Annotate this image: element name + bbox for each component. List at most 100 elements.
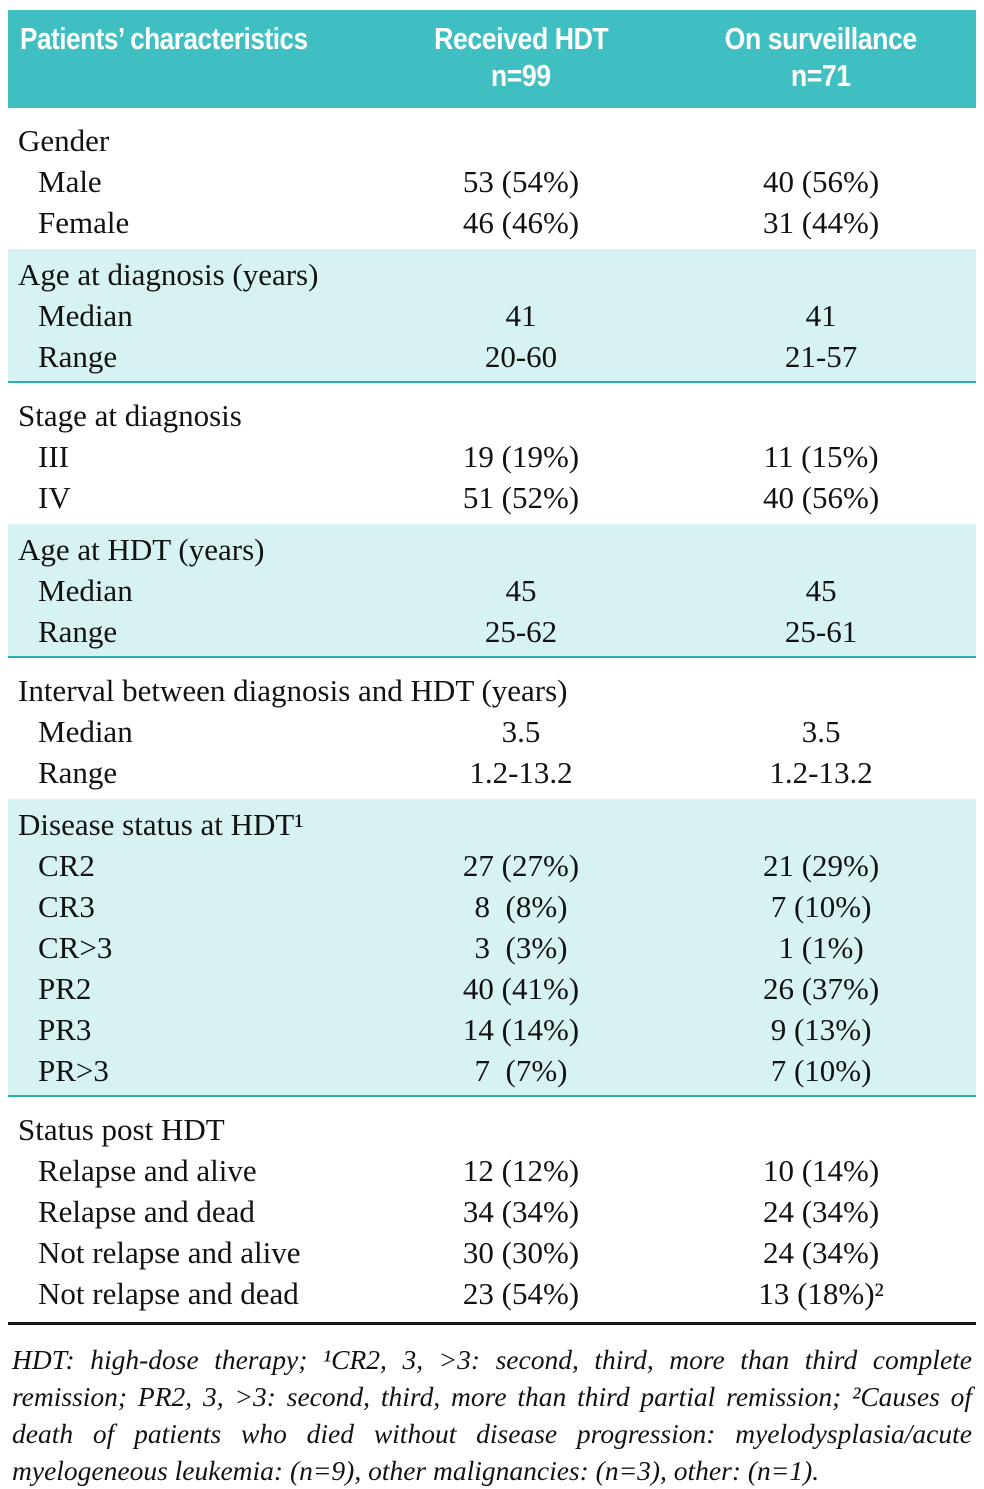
section-header-row: Disease status at HDT¹ (8, 804, 976, 845)
section-label: Stage at diagnosis (18, 398, 242, 433)
row-label: Female (38, 205, 130, 240)
cell-surveillance: 25-61 (784, 614, 858, 649)
cell-surveillance: 41 (805, 298, 837, 333)
table-row: Female 46 (46%) 31 (44%) (8, 202, 976, 243)
table-row: PR3 14 (14%) 9 (13%) (8, 1009, 976, 1050)
table-row: Median 3.5 3.5 (8, 711, 976, 752)
cell-surveillance: 26 (37%) (762, 971, 880, 1006)
table-row: PR>3 7 (7%) 7 (10%) (8, 1050, 976, 1091)
row-label: Relapse and alive (38, 1153, 257, 1188)
table-row: Not relapse and dead 23 (54%) 13 (18%)² (8, 1273, 976, 1314)
cell-received-hdt: 53 (54%) (462, 164, 580, 199)
section-label: Age at diagnosis (years) (18, 257, 319, 292)
row-label: Median (38, 714, 133, 749)
section-header-row: Interval between diagnosis and HDT (year… (8, 670, 976, 711)
column-header-received-hdt: Received HDT n=99 (376, 20, 666, 94)
table-row: CR3 8 (8%) 7 (10%) (8, 886, 976, 927)
cell-received-hdt: 25-62 (484, 614, 558, 649)
section-header-row: Age at HDT (years) (8, 529, 976, 570)
table-row: Not relapse and alive 30 (30%) 24 (34%) (8, 1232, 976, 1273)
cell-received-hdt: 14 (14%) (462, 1012, 580, 1047)
cell-surveillance: 7 (10%) (770, 1053, 872, 1088)
table-row: Male 53 (54%) 40 (56%) (8, 161, 976, 202)
cell-surveillance: 21 (29%) (762, 848, 880, 883)
section-label: Disease status at HDT¹ (18, 807, 304, 842)
row-label: PR2 (38, 971, 92, 1006)
column-header-surveillance-n: n=71 (791, 58, 851, 93)
section-age-at-hdt: Age at HDT (years) Median 45 45 Range 25… (8, 524, 976, 658)
row-label: Range (38, 755, 118, 790)
section-age-at-diagnosis: Age at diagnosis (years) Median 41 41 Ra… (8, 249, 976, 383)
cell-received-hdt: 19 (19%) (462, 439, 580, 474)
row-label: Range (38, 339, 118, 374)
cell-received-hdt: 12 (12%) (462, 1153, 580, 1188)
row-label: Range (38, 614, 118, 649)
row-label: Median (38, 573, 133, 608)
column-header-characteristics: Patients’ characteristics (8, 20, 376, 57)
section-header-row: Gender (8, 120, 976, 161)
cell-surveillance: 7 (10%) (770, 889, 872, 924)
cell-received-hdt: 8 (8%) (474, 889, 568, 924)
row-label: CR2 (38, 848, 95, 883)
table-row: PR2 40 (41%) 26 (37%) (8, 968, 976, 1009)
cell-received-hdt: 51 (52%) (462, 480, 580, 515)
bottom-rule (8, 1322, 976, 1325)
table-row: CR>3 3 (3%) 1 (1%) (8, 927, 976, 968)
section-label: Gender (18, 123, 110, 158)
cell-received-hdt: 46 (46%) (462, 205, 580, 240)
cell-surveillance: 3.5 (801, 714, 841, 749)
table-row: IV 51 (52%) 40 (56%) (8, 477, 976, 518)
cell-surveillance: 21-57 (784, 339, 858, 374)
cell-received-hdt: 45 (505, 573, 537, 608)
table-row: Median 45 45 (8, 570, 976, 611)
cell-surveillance: 24 (34%) (762, 1235, 880, 1270)
section-label: Interval between diagnosis and HDT (year… (18, 673, 568, 708)
table-row: Relapse and dead 34 (34%) 24 (34%) (8, 1191, 976, 1232)
column-header-received-hdt-n: n=99 (491, 58, 551, 93)
section-disease-status-at-hdt: Disease status at HDT¹ CR2 27 (27%) 21 (… (8, 799, 976, 1097)
cell-received-hdt: 1.2-13.2 (469, 755, 573, 790)
row-label: CR3 (38, 889, 95, 924)
row-label: CR>3 (38, 930, 113, 965)
section-label: Status post HDT (18, 1112, 225, 1147)
cell-received-hdt: 30 (30%) (462, 1235, 580, 1270)
cell-surveillance: 40 (56%) (762, 164, 880, 199)
section-stage-at-diagnosis: Stage at diagnosis III 19 (19%) 11 (15%)… (8, 383, 976, 524)
row-label: PR>3 (38, 1053, 109, 1088)
cell-received-hdt: 40 (41%) (462, 971, 580, 1006)
cell-surveillance: 10 (14%) (762, 1153, 880, 1188)
table-row: CR2 27 (27%) 21 (29%) (8, 845, 976, 886)
row-label: Relapse and dead (38, 1194, 255, 1229)
cell-surveillance: 31 (44%) (762, 205, 880, 240)
table-row: Median 41 41 (8, 295, 976, 336)
cell-surveillance: 11 (15%) (763, 439, 879, 474)
section-interval-diagnosis-hdt: Interval between diagnosis and HDT (year… (8, 658, 976, 799)
table-row: Range 1.2-13.2 1.2-13.2 (8, 752, 976, 793)
row-label: Male (38, 164, 102, 199)
row-label: Not relapse and alive (38, 1235, 301, 1270)
section-status-post-hdt: Status post HDT Relapse and alive 12 (12… (8, 1097, 976, 1320)
cell-surveillance: 40 (56%) (762, 480, 880, 515)
table-row: Relapse and alive 12 (12%) 10 (14%) (8, 1150, 976, 1191)
cell-received-hdt: 20-60 (484, 339, 558, 374)
column-header-received-hdt-label: Received HDT (433, 21, 609, 56)
cell-received-hdt: 3 (3%) (474, 930, 568, 965)
table-header-row: Patients’ characteristics Received HDT n… (8, 10, 976, 108)
cell-received-hdt: 7 (7%) (474, 1053, 568, 1088)
table-row: III 19 (19%) 11 (15%) (8, 436, 976, 477)
cell-received-hdt: 34 (34%) (462, 1194, 580, 1229)
row-label: PR3 (38, 1012, 92, 1047)
table-row: Range 20-60 21-57 (8, 336, 976, 377)
cell-surveillance: 45 (805, 573, 837, 608)
table-row: Range 25-62 25-61 (8, 611, 976, 652)
patients-characteristics-table: Patients’ characteristics Received HDT n… (8, 10, 976, 1489)
column-header-surveillance-label: On surveillance (725, 21, 918, 56)
section-header-row: Status post HDT (8, 1109, 976, 1150)
cell-surveillance: 13 (18%)² (758, 1276, 884, 1311)
cell-surveillance: 1.2-13.2 (769, 755, 873, 790)
section-gender: Gender Male 53 (54%) 40 (56%) Female 46 … (8, 108, 976, 249)
row-label: IV (38, 480, 71, 515)
cell-surveillance: 1 (1%) (778, 930, 864, 965)
cell-received-hdt: 27 (27%) (462, 848, 580, 883)
table-footnote: HDT: high-dose therapy; ¹CR2, 3, >3: sec… (12, 1344, 972, 1486)
